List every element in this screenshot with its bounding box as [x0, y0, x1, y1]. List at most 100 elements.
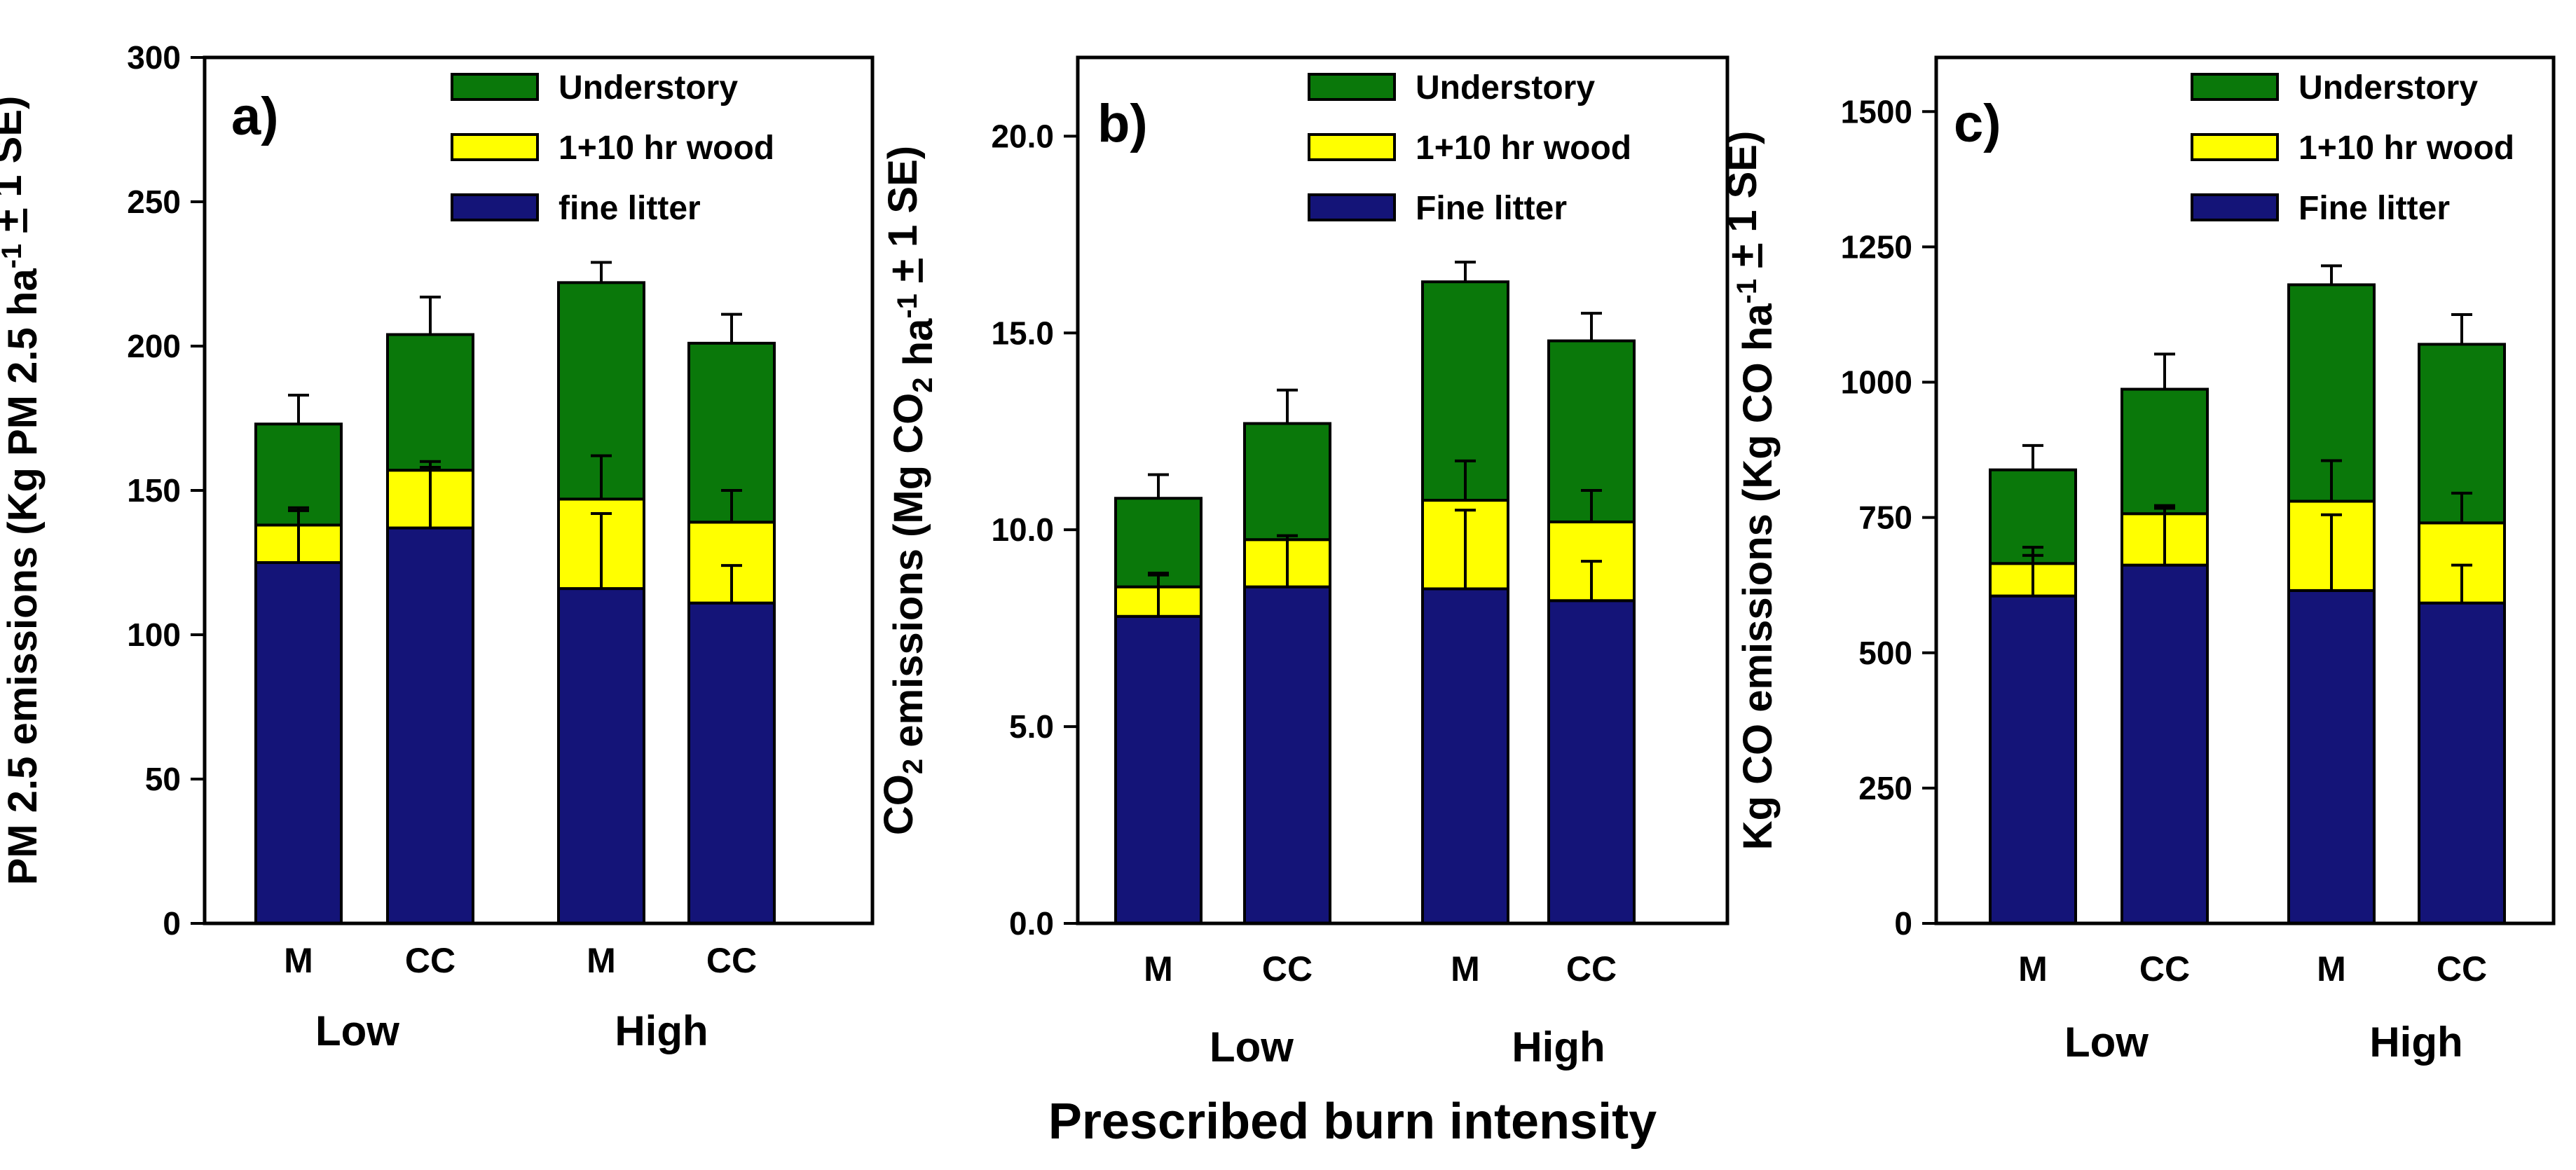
bar-segment-fine [557, 587, 645, 925]
legend-label: 1+10 hr wood [2298, 130, 2514, 167]
bar-segment-fine [2121, 563, 2209, 925]
plot-frame [1076, 55, 1729, 925]
y-tick-label: 500 [1858, 635, 1912, 671]
legend-label: Understory [1416, 69, 1595, 106]
legend-label: Fine litter [1416, 190, 1567, 227]
plot-frame [1934, 55, 2556, 925]
bar-segment-fine [1421, 587, 1509, 925]
panel-label: c) [1954, 94, 2001, 153]
y-tick-label: 250 [127, 184, 181, 220]
legend-swatch [1308, 193, 1396, 221]
y-tick-label: 100 [127, 617, 181, 653]
x-category-label: CC [706, 941, 757, 980]
y-axis-label-part: 2 [907, 377, 938, 392]
y-tick-label: 0.0 [1009, 905, 1054, 942]
x-category-label: CC [405, 941, 455, 980]
y-tick-label: 20.0 [991, 118, 1054, 154]
y-axis-label-part: -1 [892, 294, 923, 319]
x-axis-title: Prescribed burn intensity [1048, 1094, 1657, 1150]
x-group-label: Low [315, 1007, 399, 1054]
x-category-label: M [2317, 949, 2346, 989]
panel-b-chart: 0.0 5.0 10.0 15.0 20.0 M CC M CC Low High b) Underst… [876, 55, 1729, 1071]
legend-label: Fine litter [2298, 190, 2450, 227]
x-category-label: M [587, 941, 616, 980]
y-axis-label-part: -1 [0, 244, 27, 269]
y-axis-label: Kg CO emissions (Kg CO ha-1 + 1 SE) [1720, 131, 1781, 851]
y-tick-label: 750 [1858, 500, 1912, 536]
legend-swatch [2191, 133, 2279, 161]
y-tick-label: 0 [163, 905, 181, 942]
y-tick-label: 200 [127, 328, 181, 364]
panel-c-chart: 0 250 500 750 1000 1250 1500 M CC M CC Low High c) Und… [1720, 55, 2556, 1066]
y-axis-label-part: ha [896, 318, 941, 378]
x-group-label: Low [1210, 1024, 1294, 1071]
y-tick-label: 15.0 [991, 315, 1054, 351]
bar-segment-under [2121, 387, 2209, 516]
bar-segment-fine [386, 526, 474, 925]
legend-swatch [1308, 133, 1396, 161]
y-axis-label-part [1720, 268, 1765, 279]
legend-label: Understory [559, 69, 738, 106]
x-category-label: M [1144, 949, 1173, 989]
y-axis-label-part: Kg CO emissions (Kg CO ha [1735, 303, 1781, 851]
legend-swatch [451, 73, 539, 101]
bar-segment-fine [1989, 594, 2077, 925]
legend-label: fine litter [559, 190, 701, 227]
bar-segment-fine [2418, 601, 2506, 925]
y-axis-label-part: CO [876, 774, 922, 835]
bar-segment-under [386, 333, 474, 472]
legend-label: Understory [2298, 69, 2478, 106]
bar-segment-fine [1547, 599, 1636, 925]
y-tick-label: 1500 [1841, 93, 1912, 130]
y-axis-label: PM 2.5 emissions (Kg PM 2.5 ha-1 + 1 SE) [0, 96, 46, 886]
bar-segment-under [1243, 422, 1331, 542]
legend-swatch [1308, 73, 1396, 101]
panel-label: b) [1097, 94, 1148, 153]
x-category-label: M [284, 941, 313, 980]
y-axis-label-part: -1 [1732, 279, 1762, 304]
legend-swatch [2191, 193, 2279, 221]
x-category-label: M [1451, 949, 1480, 989]
y-axis-label-part: 1 SE) [880, 146, 926, 259]
legend-swatch [451, 193, 539, 221]
legend-label: 1+10 hr wood [1416, 130, 1631, 167]
y-tick-label: 5.0 [1009, 708, 1054, 745]
x-category-label: CC [1262, 949, 1313, 989]
x-group-label: High [2369, 1019, 2462, 1066]
legend-swatch [451, 133, 539, 161]
x-category-label: CC [2437, 949, 2487, 989]
panel-label: a) [231, 87, 279, 146]
y-axis-label-part: + [1720, 244, 1765, 268]
y-tick-label: 150 [127, 472, 181, 509]
y-axis-label-part: PM 2.5 emissions (Kg PM 2.5 ha [0, 268, 46, 886]
y-tick-label: 1000 [1841, 364, 1912, 401]
y-axis-label-part: + [0, 209, 30, 233]
x-category-label: CC [2139, 949, 2190, 989]
y-tick-label: 50 [145, 761, 181, 797]
legend-swatch [2191, 73, 2279, 101]
plot-frame [203, 55, 875, 925]
x-group-label: Low [2064, 1019, 2149, 1066]
bar-segment-fine [1114, 614, 1203, 925]
y-axis-label-part: 2 [898, 759, 929, 774]
x-group-label: High [615, 1007, 708, 1054]
y-tick-label: 250 [1858, 770, 1912, 806]
y-axis-label-part [0, 233, 30, 244]
bar-segment-fine [687, 601, 776, 925]
y-axis-label-part [880, 282, 926, 294]
y-tick-label: 300 [127, 39, 181, 76]
y-tick-label: 0 [1894, 905, 1912, 942]
y-axis-label-part: 1 SE) [0, 96, 30, 209]
x-category-label: CC [1566, 949, 1617, 989]
bar-segment-fine [254, 561, 343, 925]
y-axis-label-part: + [880, 259, 926, 282]
y-axis-label-part: 1 SE) [1720, 131, 1765, 244]
bar-segment-fine [2287, 589, 2376, 925]
y-axis-label-part: emissions (Mg CO [886, 393, 931, 759]
y-axis-label: CO2 emissions (Mg CO2 ha-1 + 1 SE) [876, 146, 941, 835]
bar-segment-fine [1243, 585, 1331, 925]
y-tick-label: 1250 [1841, 228, 1912, 265]
legend-label: 1+10 hr wood [559, 130, 774, 167]
